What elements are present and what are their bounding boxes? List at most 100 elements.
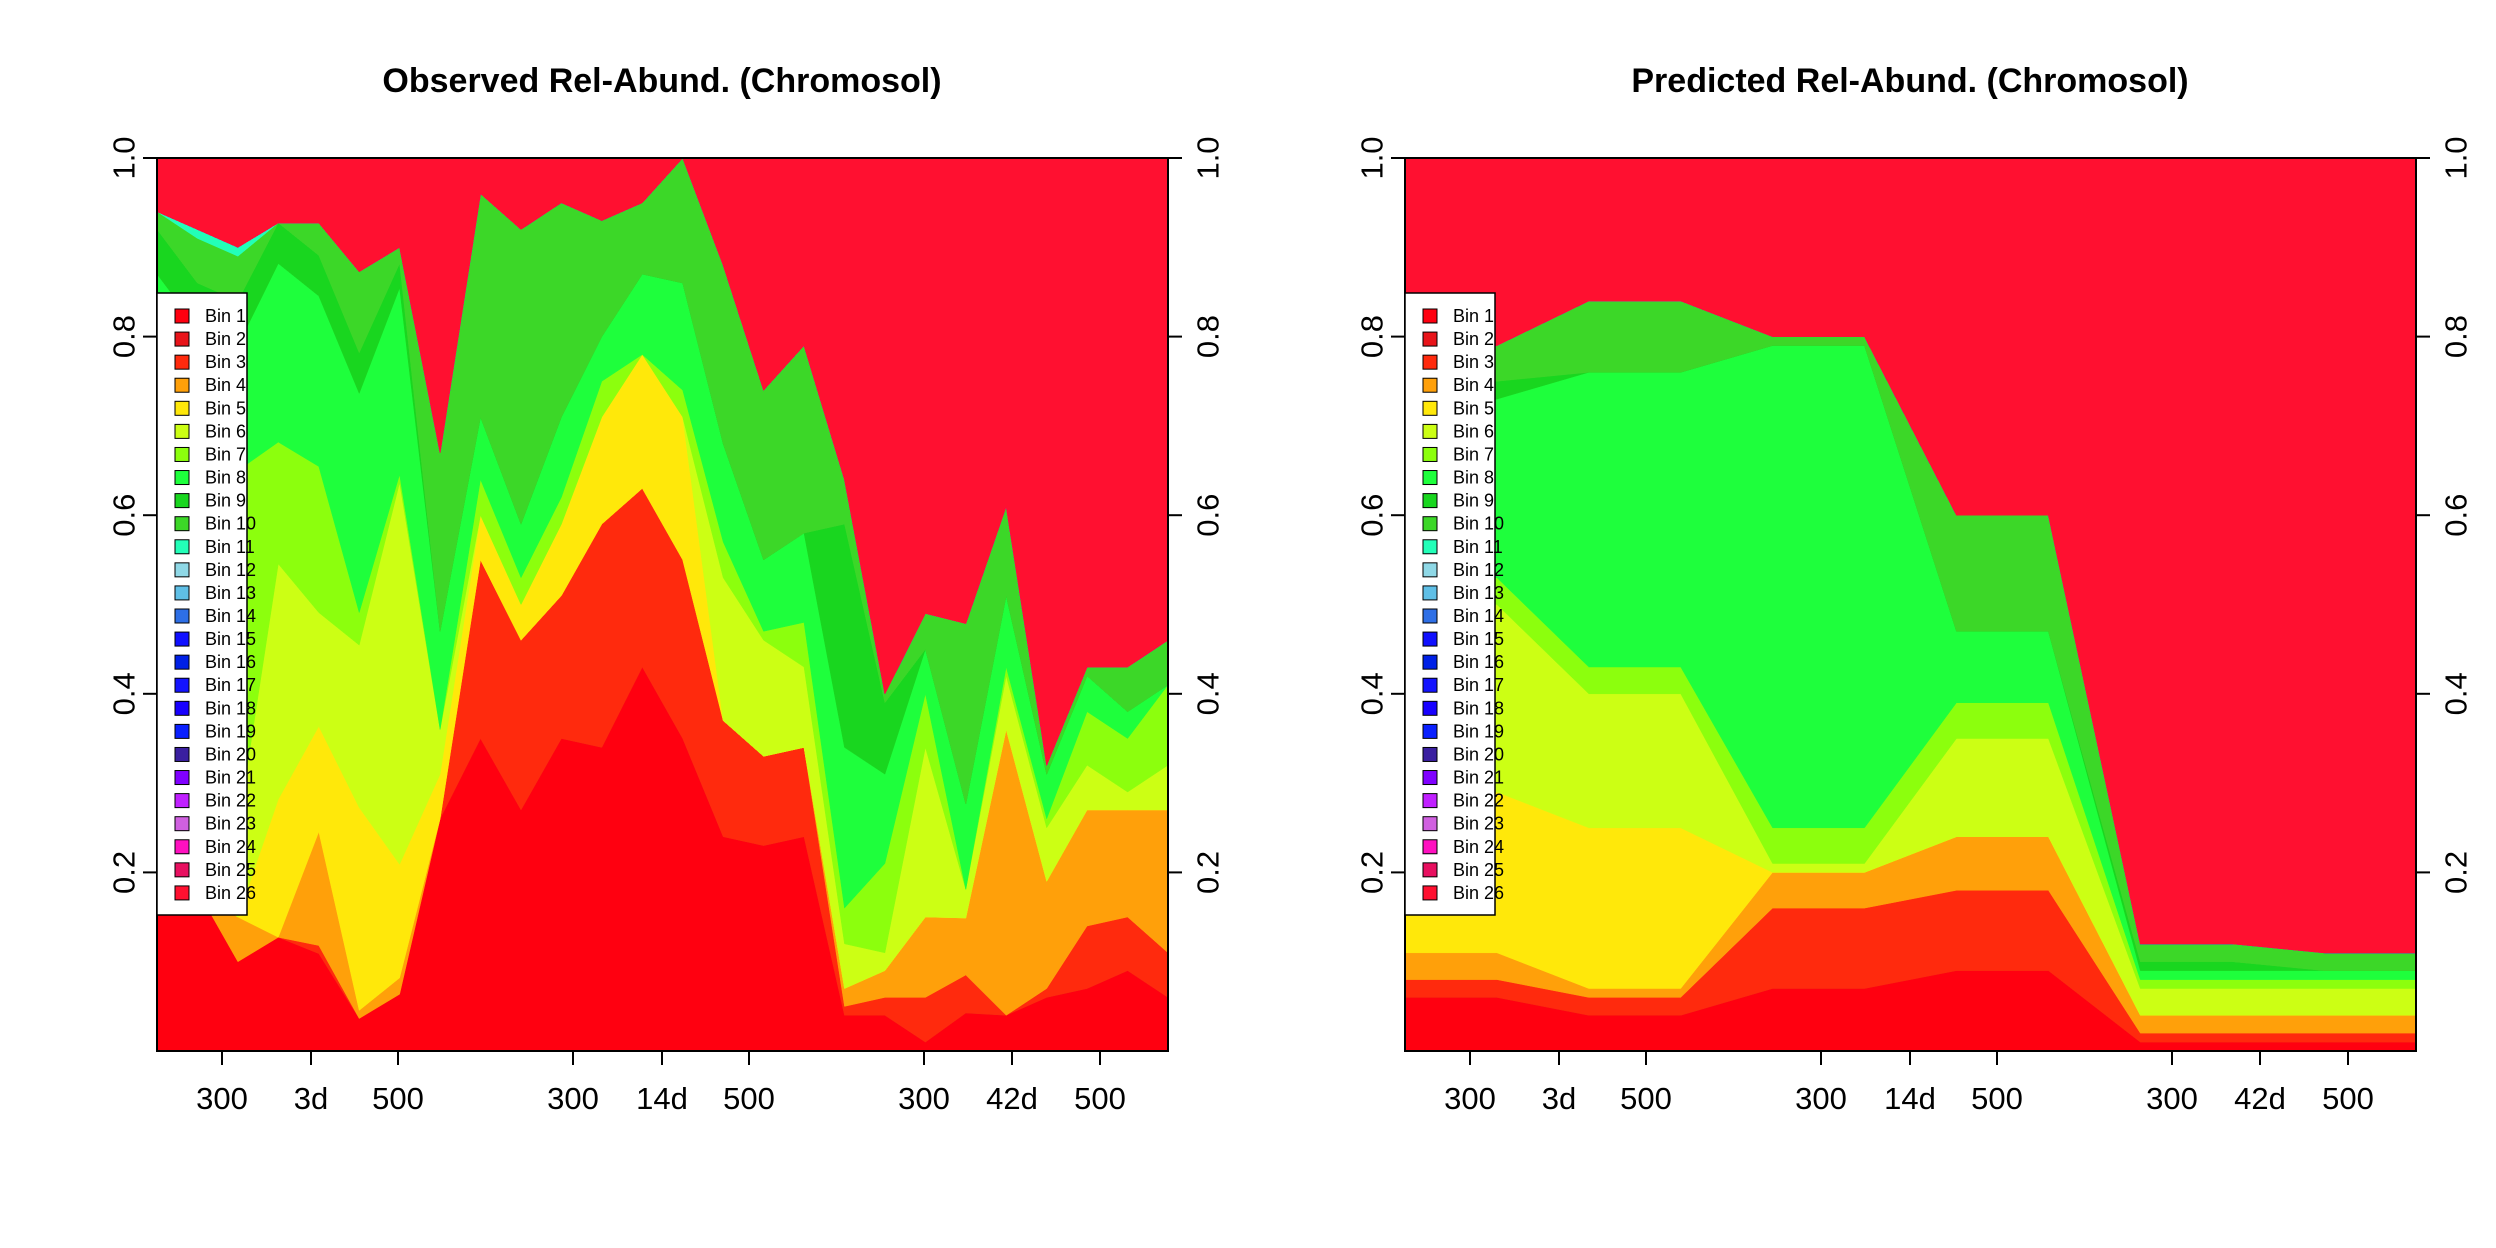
legend-label: Bin 21: [1453, 768, 1504, 788]
legend-label: Bin 13: [1453, 583, 1504, 603]
y-tick-label-left: 0.8: [107, 315, 142, 358]
legend-box: [156, 292, 248, 916]
legend-swatch: [1422, 816, 1438, 832]
legend-swatch: [174, 770, 190, 786]
x-tick-label: 14d: [1884, 1081, 1936, 1116]
legend-label: Bin 8: [205, 468, 246, 488]
legend-label: Bin 11: [1453, 537, 1503, 557]
legend-label: Bin 3: [205, 352, 246, 372]
legend-swatch: [1422, 400, 1438, 416]
legend-swatch: [174, 793, 190, 809]
legend-label: Bin 9: [1453, 491, 1494, 511]
legend-label: Bin 17: [205, 675, 256, 695]
y-tick-label-right: 0.4: [1191, 672, 1226, 715]
legend-swatch: [1422, 493, 1438, 509]
legend-label: Bin 11: [205, 537, 255, 557]
legend-label: Bin 14: [205, 606, 256, 626]
observed-areas: [156, 157, 1169, 1052]
legend-swatch: [1422, 839, 1438, 855]
legend-label: Bin 1: [205, 306, 246, 326]
legend-swatch: [174, 862, 190, 878]
y-tick-label-left: 0.2: [1355, 851, 1390, 894]
legend-label: Bin 24: [1453, 837, 1504, 857]
legend-label: Bin 18: [1453, 698, 1504, 718]
legend-label: Bin 7: [205, 444, 246, 464]
legend-label: Bin 20: [1453, 744, 1504, 764]
legend-swatch: [174, 608, 190, 624]
y-tick-label-left: 1.0: [1355, 136, 1390, 179]
legend-label: Bin 23: [1453, 814, 1504, 834]
x-tick-label: 500: [723, 1081, 775, 1116]
y-tick-label-right: 0.8: [1191, 315, 1226, 358]
legend-label: Bin 2: [205, 329, 246, 349]
legend-swatch: [1422, 608, 1438, 624]
legend-label: Bin 12: [1453, 560, 1504, 580]
legend-swatch: [1422, 516, 1438, 532]
legend-label: Bin 6: [205, 421, 246, 441]
legend-swatch: [1422, 700, 1438, 716]
legend-swatch: [1422, 654, 1438, 670]
legend-swatch: [174, 816, 190, 832]
x-tick-label: 500: [1074, 1081, 1126, 1116]
legend-label: Bin 19: [205, 721, 256, 741]
legend-label: Bin 24: [205, 837, 256, 857]
legend-label: Bin 25: [1453, 860, 1504, 880]
legend-label: Bin 10: [1453, 514, 1504, 534]
legend-swatch: [1422, 862, 1438, 878]
legend-swatch: [174, 516, 190, 532]
legend-label: Bin 22: [1453, 791, 1504, 811]
legend-label: Bin 16: [1453, 652, 1504, 672]
legend-swatch: [174, 331, 190, 347]
legend-label: Bin 2: [1453, 329, 1494, 349]
x-tick-label: 300: [898, 1081, 950, 1116]
legend-swatch: [1422, 793, 1438, 809]
legend-label: Bin 4: [1453, 375, 1494, 395]
legend-swatch: [174, 539, 190, 555]
legend-swatch: [1422, 562, 1438, 578]
legend-swatch: [1422, 470, 1438, 486]
x-tick-label: 500: [372, 1081, 424, 1116]
legend-swatch: [1422, 423, 1438, 439]
legend-label: Bin 26: [205, 883, 256, 903]
x-tick-label: 500: [1620, 1081, 1672, 1116]
legend-swatch: [1422, 585, 1438, 601]
y-tick-label-left: 0.4: [1355, 672, 1390, 715]
legend-label: Bin 26: [1453, 883, 1504, 903]
legend-label: Bin 9: [205, 491, 246, 511]
legend-swatch: [174, 839, 190, 855]
legend-label: Bin 22: [205, 791, 256, 811]
x-tick-label: 42d: [2234, 1081, 2286, 1116]
legend-swatch: [1422, 770, 1438, 786]
legend-swatch: [174, 585, 190, 601]
legend-swatch: [174, 354, 190, 370]
predicted-areas: [1404, 157, 2417, 1052]
legend-swatch: [1422, 746, 1438, 762]
observed-legend: Bin 1 Bin 2 Bin 3 Bin 4 Bin 5 Bin 6 Bin 7 Bin 8…: [156, 292, 256, 916]
legend-label: Bin 12: [205, 560, 256, 580]
predicted-panel: Predicted Rel-Abund. (Chromosol) 0.2 0.20…: [1355, 62, 2474, 1116]
legend-swatch: [174, 446, 190, 462]
legend-label: Bin 8: [1453, 468, 1494, 488]
legend-swatch: [1422, 631, 1438, 647]
legend-swatch: [1422, 723, 1438, 739]
legend-label: Bin 13: [205, 583, 256, 603]
legend-swatch: [1422, 539, 1438, 555]
legend-label: Bin 1: [1453, 306, 1494, 326]
legend-label: Bin 23: [205, 814, 256, 834]
legend-swatch: [174, 654, 190, 670]
x-tick-label: 500: [1971, 1081, 2023, 1116]
y-tick-label-right: 1.0: [1191, 136, 1226, 179]
observed-axes: 0.2 0.2 0.4 0.4 0.6 0.6 0.8 0.8 1.0 1.0 300 3d 500 30…: [107, 136, 1226, 1116]
legend-label: Bin 15: [205, 629, 256, 649]
x-tick-label: 300: [547, 1081, 599, 1116]
legend-swatch: [174, 400, 190, 416]
legend-swatch: [174, 700, 190, 716]
legend-label: Bin 25: [205, 860, 256, 880]
legend-label: Bin 7: [1453, 444, 1494, 464]
y-tick-label-left: 0.4: [107, 672, 142, 715]
x-tick-label: 500: [2322, 1081, 2374, 1116]
legend-swatch: [174, 377, 190, 393]
observed-title: Observed Rel-Abund. (Chromosol): [382, 62, 941, 100]
x-tick-label: 42d: [986, 1081, 1038, 1116]
